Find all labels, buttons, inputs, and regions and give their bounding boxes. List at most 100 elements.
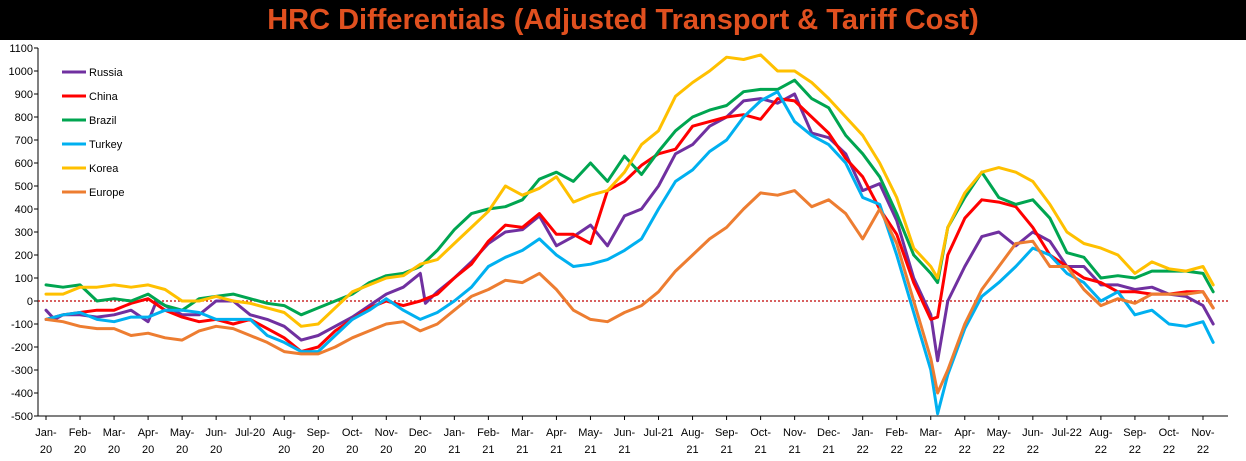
x-tick-label: Jul-20 bbox=[235, 427, 265, 439]
x-tick-label-year: 21 bbox=[516, 444, 528, 456]
x-tick-label: Mar- bbox=[103, 427, 126, 439]
x-tick-label-year: 22 bbox=[1027, 444, 1039, 456]
series-lines bbox=[44, 53, 1215, 416]
x-tick-label: Aug- bbox=[681, 427, 705, 439]
y-tick-label: -300 bbox=[11, 365, 33, 377]
x-tick-label-year: 21 bbox=[686, 444, 698, 456]
x-tick-label-year: 20 bbox=[278, 444, 290, 456]
x-tick-label: May- bbox=[170, 427, 195, 439]
x-tick-label: May- bbox=[987, 427, 1012, 439]
x-tick-label: Dec- bbox=[409, 427, 433, 439]
legend-label-brazil: Brazil bbox=[89, 115, 117, 127]
x-tick-label: Nov- bbox=[1191, 427, 1215, 439]
y-tick-label: -100 bbox=[11, 319, 33, 331]
x-tick-label: Jan- bbox=[852, 427, 874, 439]
x-tick-label: Jan- bbox=[35, 427, 57, 439]
y-tick-label: 200 bbox=[15, 250, 33, 262]
x-tick-label: Apr- bbox=[138, 427, 159, 439]
x-tick-label-year: 22 bbox=[959, 444, 971, 456]
x-tick-label: Feb- bbox=[69, 427, 92, 439]
x-tick-label-year: 22 bbox=[1129, 444, 1141, 456]
x-tick-label-year: 20 bbox=[108, 444, 120, 456]
x-tick-label-year: 21 bbox=[789, 444, 801, 456]
x-tick-label-year: 21 bbox=[618, 444, 630, 456]
legend-label-europe: Europe bbox=[89, 187, 124, 199]
x-tick-label: Oct- bbox=[1159, 427, 1180, 439]
x-tick-label-year: 22 bbox=[993, 444, 1005, 456]
x-tick-label-year: 22 bbox=[1095, 444, 1107, 456]
x-tick-label-year: 21 bbox=[448, 444, 460, 456]
x-tick-label-year: 20 bbox=[74, 444, 86, 456]
x-tick-label: Sep- bbox=[307, 427, 331, 439]
x-tick-label-year: 22 bbox=[1163, 444, 1175, 456]
x-tick-label-year: 22 bbox=[1197, 444, 1209, 456]
x-tick-label-year: 22 bbox=[891, 444, 903, 456]
y-tick-label: 400 bbox=[15, 204, 33, 216]
x-tick-label-year: 22 bbox=[857, 444, 869, 456]
x-tick-label: Jul-22 bbox=[1052, 427, 1082, 439]
x-tick-label: Mar- bbox=[919, 427, 942, 439]
x-tick-label: Jun- bbox=[614, 427, 636, 439]
series-line-europe bbox=[44, 189, 1215, 395]
x-tick-label: Nov- bbox=[783, 427, 807, 439]
chart-title: HRC Differentials (Adjusted Transport & … bbox=[0, 0, 1246, 40]
y-tick-label: 500 bbox=[15, 181, 33, 193]
x-tick-label-year: 21 bbox=[823, 444, 835, 456]
legend-label-russia: Russia bbox=[89, 67, 124, 79]
y-tick-label: 0 bbox=[27, 296, 33, 308]
x-tick-label-year: 20 bbox=[312, 444, 324, 456]
x-tick-label: Dec- bbox=[817, 427, 841, 439]
legend-label-china: China bbox=[89, 91, 119, 103]
series-line-brazil bbox=[44, 78, 1215, 317]
axes: -500 -400 -300 -200 -100 0 100 200 300 400 500 600 7… bbox=[9, 43, 1228, 456]
x-tick-label: Aug- bbox=[1089, 427, 1113, 439]
x-tick-label: Aug- bbox=[273, 427, 297, 439]
y-tick-label: 600 bbox=[15, 158, 33, 170]
x-tick-label: Jan- bbox=[444, 427, 466, 439]
y-tick-label: 100 bbox=[15, 273, 33, 285]
x-tick-label-year: 20 bbox=[40, 444, 52, 456]
y-tick-label: 1000 bbox=[9, 66, 33, 78]
series-line-turkey bbox=[44, 90, 1215, 416]
x-tick-label: Feb- bbox=[477, 427, 500, 439]
x-tick-label-year: 20 bbox=[142, 444, 154, 456]
x-tick-label-year: 20 bbox=[380, 444, 392, 456]
x-tick-label-year: 21 bbox=[550, 444, 562, 456]
legend-label-korea: Korea bbox=[89, 163, 119, 175]
y-tick-label: -500 bbox=[11, 411, 33, 423]
series-line-russia bbox=[44, 92, 1215, 363]
x-tick-label: Mar- bbox=[511, 427, 534, 439]
x-tick-label: May- bbox=[578, 427, 603, 439]
y-tick-label: -200 bbox=[11, 342, 33, 354]
y-tick-label: 1100 bbox=[9, 43, 33, 55]
x-tick-label: Oct- bbox=[342, 427, 363, 439]
x-tick-label-year: 21 bbox=[720, 444, 732, 456]
x-tick-label-year: 20 bbox=[210, 444, 222, 456]
x-tick-label: Sep- bbox=[1123, 427, 1147, 439]
line-chart: -500 -400 -300 -200 -100 0 100 200 300 400 500 600 7… bbox=[0, 40, 1246, 461]
x-tick-label-year: 21 bbox=[754, 444, 766, 456]
y-tick-label: 800 bbox=[15, 112, 33, 124]
x-tick-label: Jun- bbox=[1022, 427, 1044, 439]
x-tick-label-year: 20 bbox=[414, 444, 426, 456]
x-tick-label: Oct- bbox=[750, 427, 771, 439]
x-tick-label: Feb- bbox=[885, 427, 908, 439]
y-tick-label: -400 bbox=[11, 388, 33, 400]
series-line-china bbox=[44, 97, 1215, 354]
x-tick-label: Apr- bbox=[546, 427, 567, 439]
series-line-korea bbox=[44, 53, 1215, 328]
x-tick-label-year: 20 bbox=[176, 444, 188, 456]
x-tick-label-year: 20 bbox=[346, 444, 358, 456]
x-tick-label-year: 21 bbox=[584, 444, 596, 456]
x-tick-label: Jul-21 bbox=[644, 427, 674, 439]
y-tick-label: 900 bbox=[15, 89, 33, 101]
x-tick-label-year: 22 bbox=[925, 444, 937, 456]
legend: Russia China Brazil Turkey Korea Europe bbox=[62, 67, 124, 199]
x-tick-label: Apr- bbox=[954, 427, 975, 439]
x-tick-label: Nov- bbox=[375, 427, 399, 439]
y-tick-label: 300 bbox=[15, 227, 33, 239]
y-tick-label: 700 bbox=[15, 135, 33, 147]
x-tick-label: Jun- bbox=[205, 427, 227, 439]
x-tick-label-year: 21 bbox=[482, 444, 494, 456]
legend-label-turkey: Turkey bbox=[89, 139, 123, 151]
